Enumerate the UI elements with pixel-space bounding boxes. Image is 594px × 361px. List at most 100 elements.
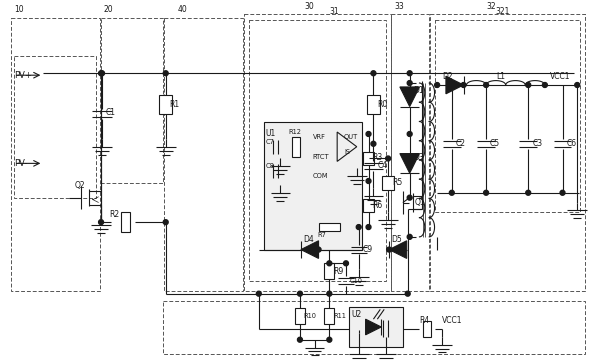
Text: Q2: Q2: [75, 182, 85, 190]
Text: C2: C2: [456, 139, 466, 148]
Text: C6: C6: [567, 139, 577, 148]
Circle shape: [298, 337, 302, 342]
Bar: [382, 176, 394, 190]
Bar: [324, 308, 334, 324]
Circle shape: [163, 220, 168, 225]
Text: VCC1: VCC1: [442, 316, 463, 325]
Circle shape: [461, 83, 466, 87]
Text: R7: R7: [318, 232, 327, 238]
Text: D2: D2: [442, 72, 453, 81]
Text: 33: 33: [394, 1, 404, 10]
Bar: [363, 152, 374, 165]
Text: D1: D1: [413, 86, 424, 95]
Text: R5: R5: [392, 178, 402, 187]
Text: R12: R12: [288, 129, 301, 135]
Circle shape: [526, 83, 530, 87]
Polygon shape: [400, 87, 419, 106]
Circle shape: [356, 225, 361, 230]
Circle shape: [560, 190, 565, 195]
Circle shape: [371, 71, 376, 76]
Text: R0: R0: [377, 100, 388, 109]
Text: 321: 321: [496, 8, 510, 16]
Circle shape: [327, 337, 332, 342]
Text: 31: 31: [329, 8, 339, 16]
Circle shape: [435, 83, 440, 87]
Text: PV-: PV-: [14, 159, 27, 168]
Circle shape: [387, 247, 391, 252]
Circle shape: [100, 71, 105, 76]
Text: VCC1: VCC1: [550, 72, 570, 81]
Text: C5: C5: [490, 139, 500, 148]
Bar: [324, 263, 334, 279]
Text: U1: U1: [266, 129, 276, 138]
Bar: [159, 95, 172, 114]
Text: R1: R1: [170, 100, 180, 109]
Circle shape: [542, 83, 547, 87]
Bar: [292, 137, 301, 157]
Text: 32: 32: [486, 1, 496, 10]
Text: IS: IS: [344, 149, 350, 155]
Circle shape: [366, 225, 371, 230]
Polygon shape: [400, 153, 419, 173]
Circle shape: [405, 291, 410, 296]
Text: RTCT: RTCT: [312, 153, 329, 160]
Text: 10: 10: [14, 5, 24, 14]
Circle shape: [407, 131, 412, 136]
Circle shape: [449, 83, 454, 87]
Circle shape: [316, 247, 321, 252]
Text: R10: R10: [304, 313, 317, 319]
Text: 30: 30: [305, 1, 315, 10]
Text: C7: C7: [266, 139, 274, 145]
Text: OUT: OUT: [344, 134, 358, 140]
Bar: [349, 308, 403, 347]
Bar: [121, 212, 131, 232]
Text: D5: D5: [391, 235, 402, 244]
Circle shape: [484, 190, 488, 195]
Bar: [367, 95, 380, 114]
Polygon shape: [446, 76, 463, 94]
Text: D3: D3: [413, 153, 424, 162]
Text: R3: R3: [372, 153, 383, 162]
Circle shape: [327, 261, 332, 266]
Circle shape: [366, 179, 371, 183]
Text: C1: C1: [106, 108, 116, 117]
Circle shape: [407, 234, 412, 239]
Text: C8: C8: [266, 163, 274, 169]
Text: R9: R9: [333, 267, 343, 276]
Circle shape: [366, 131, 371, 136]
Polygon shape: [365, 319, 381, 335]
Bar: [318, 223, 340, 231]
Text: C9: C9: [363, 245, 373, 254]
Circle shape: [449, 190, 454, 195]
Circle shape: [99, 71, 103, 76]
Text: L1: L1: [496, 72, 505, 81]
Text: C3: C3: [532, 139, 542, 148]
Circle shape: [484, 83, 488, 87]
Text: PV+: PV+: [14, 71, 31, 80]
Circle shape: [407, 81, 412, 86]
Text: D4: D4: [303, 235, 314, 244]
Text: 20: 20: [104, 5, 113, 14]
Text: C4: C4: [377, 161, 387, 170]
Text: R2: R2: [109, 210, 119, 219]
Text: 40: 40: [178, 5, 187, 14]
Text: R6: R6: [372, 201, 383, 210]
Text: VRF: VRF: [312, 134, 326, 140]
Polygon shape: [301, 241, 318, 258]
Text: Q1: Q1: [415, 198, 425, 207]
Text: U2: U2: [352, 310, 362, 319]
Circle shape: [99, 220, 103, 225]
Circle shape: [407, 195, 412, 200]
Circle shape: [371, 141, 376, 146]
Bar: [264, 122, 362, 249]
Bar: [363, 199, 374, 212]
Circle shape: [575, 83, 580, 87]
Circle shape: [257, 291, 261, 296]
Text: R4: R4: [419, 316, 429, 325]
Circle shape: [386, 156, 391, 161]
Polygon shape: [389, 241, 407, 258]
Text: COM: COM: [312, 173, 328, 179]
Text: C10: C10: [350, 278, 363, 284]
Bar: [295, 308, 305, 324]
Circle shape: [343, 261, 349, 266]
